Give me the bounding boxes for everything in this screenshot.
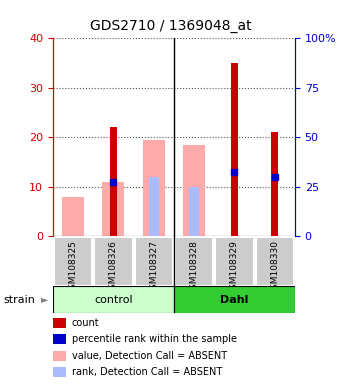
Text: GSM108329: GSM108329 — [230, 240, 239, 295]
Text: control: control — [94, 295, 133, 305]
Bar — [102, 182, 124, 236]
Bar — [62, 197, 84, 236]
FancyBboxPatch shape — [256, 237, 294, 286]
Bar — [189, 187, 199, 236]
Text: count: count — [72, 318, 99, 328]
FancyBboxPatch shape — [174, 286, 295, 313]
Text: GDS2710 / 1369048_at: GDS2710 / 1369048_at — [90, 19, 251, 33]
FancyBboxPatch shape — [175, 237, 213, 286]
FancyBboxPatch shape — [215, 237, 254, 286]
Text: GSM108326: GSM108326 — [109, 240, 118, 295]
Bar — [271, 132, 278, 236]
Text: strain: strain — [3, 295, 35, 305]
Text: GSM108328: GSM108328 — [190, 240, 198, 295]
Bar — [183, 145, 205, 236]
FancyBboxPatch shape — [94, 237, 133, 286]
Text: ►: ► — [41, 295, 48, 305]
Bar — [149, 177, 159, 236]
Bar — [231, 63, 238, 236]
FancyBboxPatch shape — [54, 237, 92, 286]
Text: rank, Detection Call = ABSENT: rank, Detection Call = ABSENT — [72, 367, 222, 377]
FancyBboxPatch shape — [135, 237, 173, 286]
Text: percentile rank within the sample: percentile rank within the sample — [72, 334, 237, 344]
Text: Dahl: Dahl — [220, 295, 249, 305]
Text: GSM108325: GSM108325 — [69, 240, 77, 295]
FancyBboxPatch shape — [53, 286, 174, 313]
Text: GSM108327: GSM108327 — [149, 240, 158, 295]
Text: value, Detection Call = ABSENT: value, Detection Call = ABSENT — [72, 351, 227, 361]
Bar — [143, 140, 165, 236]
Text: GSM108330: GSM108330 — [270, 240, 279, 295]
Bar — [110, 127, 117, 236]
